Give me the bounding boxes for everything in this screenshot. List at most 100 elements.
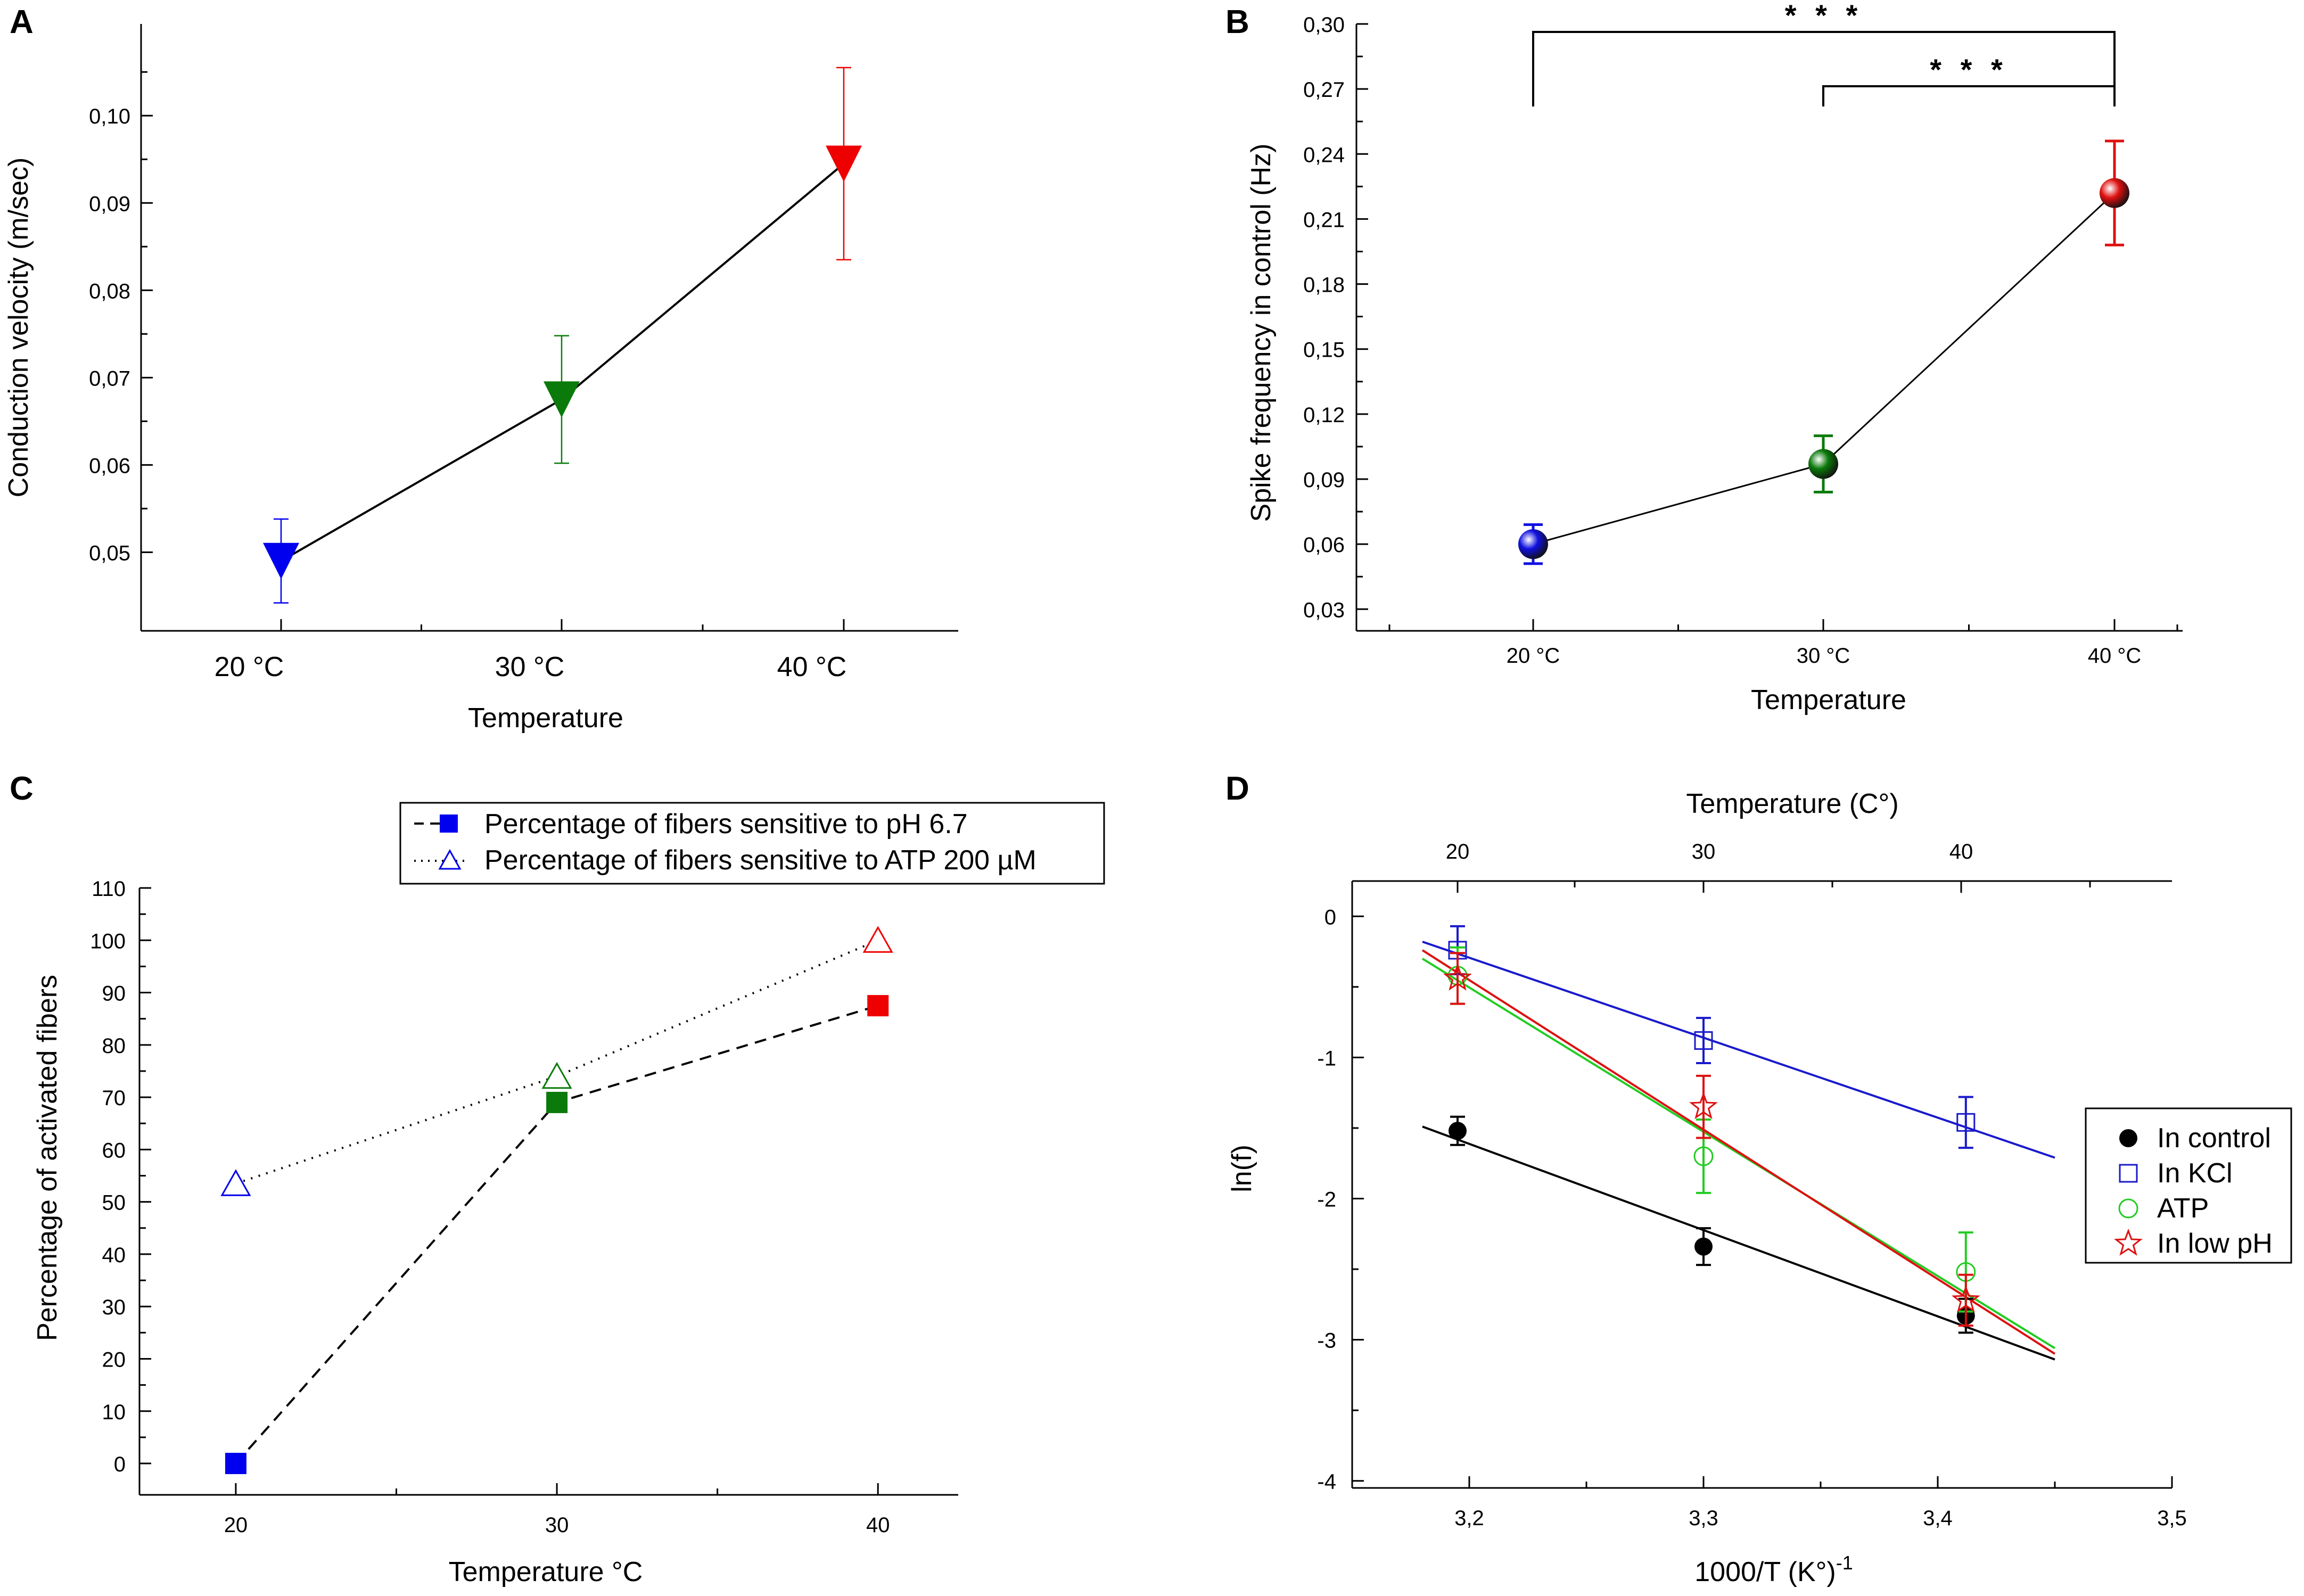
panel-d-point-lowph [1951, 1285, 1980, 1313]
panel-d-top-xtick-label: 40 [1949, 840, 1973, 863]
panel-d-xlabel-sup: -1 [1836, 1552, 1853, 1574]
panel-c-axes [138, 887, 958, 1496]
panel-c-ytick-label: 60 [102, 1139, 126, 1162]
legend-label-atp: Percentage of fibers sensitive to ATP 20… [484, 845, 1036, 876]
panel-c-xlabel: Temperature °C [449, 1557, 643, 1587]
panel-c-marks [220, 926, 893, 1475]
panel-a-point [544, 381, 580, 418]
panel-b-point [1808, 449, 1838, 479]
panel-c: C 0 10 20 30 40 50 60 70 80 90 100 110 20 30 40 Percen… [10, 770, 1105, 1587]
panel-b-sig-label: * * * [1930, 53, 2008, 86]
panel-d-top-xtick-label: 30 [1692, 840, 1716, 863]
panel-b-xtick-label: 20 °C [1507, 644, 1560, 668]
panel-b-marks [1518, 139, 2129, 565]
legend-marker-lowph [2114, 1228, 2143, 1256]
legend-marker-kcl [2119, 1164, 2138, 1183]
panel-b-ytick-label: 0,27 [1303, 78, 1345, 102]
panel-d-marks [1443, 925, 1980, 1334]
panel-a-xtick-label: 40 °C [777, 652, 847, 682]
panel-a-series-line [281, 162, 845, 562]
panel-a-axes [140, 24, 958, 632]
panel-d-fit-atp [1421, 958, 2056, 1350]
panel-d-point-control [1694, 1237, 1713, 1256]
panel-a-ytick-label: 0,06 [89, 454, 130, 478]
panel-c-xtick-label: 20 [224, 1513, 248, 1537]
panel-letter-c: C [10, 770, 34, 807]
panel-d-ytick-label: 0 [1324, 906, 1336, 929]
legend-marker-ph [440, 815, 458, 833]
panel-a-point [263, 542, 299, 579]
panel-b-tick-labels: 0,03 0,06 0,09 0,12 0,15 0,18 0,21 0,24 0,27 0,30… [1303, 13, 2141, 668]
panel-c-ylabel: Percentage of activated fibers [32, 975, 63, 1341]
panel-c-point-ph [546, 1091, 568, 1113]
panel-letter-b: B [1225, 4, 1249, 40]
panel-a-marks [263, 67, 862, 604]
panel-c-ytick-label: 0 [114, 1453, 126, 1476]
legend-label-ph: Percentage of fibers sensitive to pH 6.7 [484, 809, 968, 840]
panel-d-point-lowph [1689, 1091, 1718, 1120]
panel-c-ytick-label: 110 [92, 877, 126, 901]
panel-d-xtick-label: 3,4 [1923, 1507, 1953, 1530]
panel-d-legend: In control In KCl ATP In low pH [2085, 1107, 2292, 1264]
panel-c-xtick-label: 30 [545, 1513, 569, 1537]
panel-d-legend-markers [2114, 1129, 2143, 1256]
panel-b-xlabel: Temperature [1751, 685, 1906, 715]
panel-a-ytick-label: 0,07 [89, 367, 130, 390]
panel-d-xlabel-main: 1000/T (K°) [1694, 1557, 1836, 1587]
panel-d-point-lowph [1443, 963, 1472, 991]
panel-d-ytick-label: -4 [1317, 1470, 1336, 1494]
panel-d-ytick-label: -2 [1317, 1188, 1336, 1212]
panel-d-ytick-label: -3 [1317, 1329, 1336, 1353]
panel-b-ytick-label: 0,21 [1303, 208, 1345, 232]
panel-d-tick-labels: 0 -1 -2 -3 -4 3,2 3,3 3,4 3,5 20 30 40 [1317, 840, 2186, 1530]
panel-b-ytick-label: 0,30 [1303, 13, 1345, 37]
panel-a-ytick-label: 0,10 [89, 105, 130, 128]
panel-b-xtick-label: 30 °C [1797, 644, 1850, 668]
panel-b-xtick-label: 40 °C [2088, 644, 2142, 668]
panel-c-ytick-label: 50 [102, 1191, 126, 1215]
panel-d-xtick-label: 3,5 [2157, 1507, 2187, 1530]
panel-b-axes [1355, 23, 2183, 632]
panel-c-point-ph [867, 995, 889, 1017]
panel-a-point [826, 145, 862, 182]
panel-c-ytick-label: 80 [102, 1034, 126, 1058]
panel-b-ytick-label: 0,15 [1303, 339, 1345, 362]
legend-label-control: In control [2157, 1123, 2271, 1154]
panel-c-point-ph [225, 1453, 246, 1475]
panel-b-point [1518, 529, 1548, 560]
panel-d-point-kcl [1956, 1113, 1976, 1132]
panel-c-point-atp [220, 1169, 251, 1196]
panel-a-ytick-label: 0,05 [89, 541, 130, 565]
panel-d-point-atp [1693, 1146, 1714, 1166]
panel-b-ytick-label: 0,12 [1303, 404, 1345, 427]
panel-b-sig-label: * * * [1785, 0, 1863, 32]
panel-c-xtick-label: 40 [866, 1513, 890, 1537]
panel-a-xtick-label: 30 °C [495, 652, 565, 682]
panel-b-ytick-label: 0,24 [1303, 143, 1345, 167]
panel-d-xtick-label: 3,3 [1689, 1507, 1718, 1530]
panel-a-xtick-label: 20 °C [215, 652, 284, 682]
legend-marker-control [2119, 1129, 2137, 1147]
panel-c-tick-labels: 0 10 20 30 40 50 60 70 80 90 100 110 20 30 40 [90, 877, 890, 1537]
panel-c-ytick-label: 70 [102, 1087, 126, 1110]
panel-d-ytick-label: -1 [1317, 1047, 1336, 1070]
panel-c-ytick-label: 10 [102, 1401, 126, 1424]
panel-d-fit-kcl [1422, 941, 2055, 1159]
panel-a-ytick-label: 0,08 [89, 279, 130, 303]
panel-b-ytick-label: 0,09 [1303, 468, 1345, 492]
panel-d-xlabel: 1000/T (K°)-1 [1694, 1552, 1853, 1587]
panel-b-point [2100, 178, 2129, 208]
panel-c-ytick-label: 20 [102, 1348, 126, 1371]
panel-d-fit-control [1422, 1125, 2055, 1361]
legend-label-atp: ATP [2157, 1193, 2209, 1224]
panel-letter-a: A [10, 4, 34, 40]
panel-b: B 0,030,060,090,120,150,180,210,240,270,… [1225, 0, 2183, 715]
panel-c-legend-box [399, 802, 1105, 885]
panel-d-top-xlabel: Temperature (C°) [1686, 788, 1898, 819]
panel-c-ytick-label: 40 [102, 1244, 126, 1267]
panel-c-ytick-label: 100 [90, 929, 126, 953]
panel-a-ylabel: Conduction velocity (m/sec) [3, 158, 34, 498]
legend-label-kcl: In KCl [2157, 1158, 2233, 1189]
legend-marker-atp [438, 849, 462, 870]
